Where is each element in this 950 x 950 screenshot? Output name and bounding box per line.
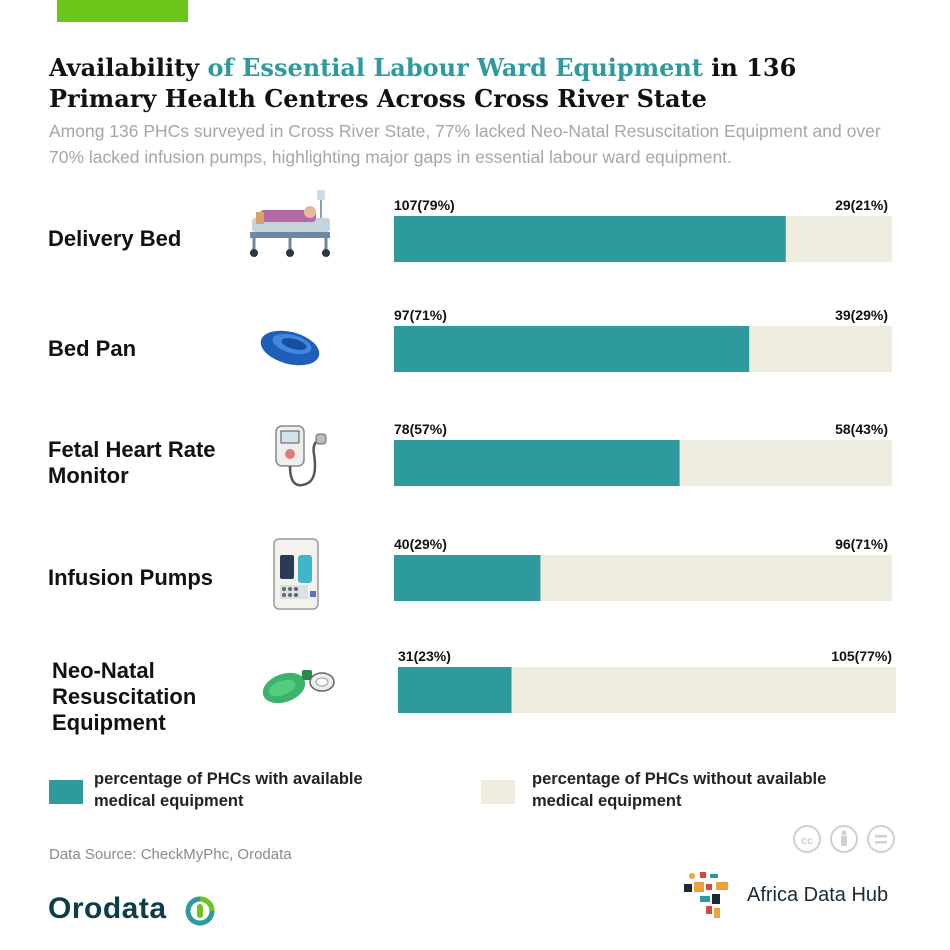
orodata-logo-text: Orodata: [48, 892, 167, 925]
subtitle: Among 136 PHCs surveyed in Cross River S…: [49, 121, 881, 167]
title-highlight: of Essential Labour Ward Equipment: [207, 53, 703, 82]
fetal-monitor-icon: [275, 425, 327, 487]
infusion-pump-icon: [273, 538, 319, 610]
title-part-2: in 136 Primary Health Centres Across Cro…: [49, 53, 797, 113]
bar-not-available-4: [511, 667, 896, 713]
bar-not-available-3: [540, 555, 892, 601]
attribution-icon: [830, 825, 858, 853]
page-title: Availability of Essential Labour Ward Eq…: [49, 52, 909, 114]
resuscitator-icon: [262, 670, 335, 704]
bar-available-2: [394, 440, 680, 486]
cc-icon: cc: [793, 825, 821, 853]
bed-pan-icon: [260, 330, 320, 366]
no-derivatives-icon: [867, 825, 895, 853]
data-label-available-1: 97(71%): [394, 307, 447, 323]
africa-data-hub-logo-icon: [684, 872, 728, 918]
row-label-bed-pan: Bed Pan: [48, 336, 137, 361]
africa-data-hub-logo: Africa Data Hub: [747, 884, 889, 906]
data-label-not-available-0: 29(21%): [835, 197, 888, 213]
data-label-available-4: 31(23%): [398, 648, 451, 664]
legend-swatch-available: [49, 780, 83, 804]
bar-not-available-2: [679, 440, 892, 486]
row-label-fetal-monitor: Fetal Heart Rate Monitor: [48, 437, 216, 488]
data-label-available-0: 107(79%): [394, 197, 455, 213]
bar-available-3: [394, 555, 541, 601]
data-label-not-available-4: 105(77%): [831, 648, 892, 664]
legend-label-not-available: percentage of PHCs without available med…: [532, 770, 827, 810]
row-label-resuscitation: Neo-Natal Resuscitation Equipment: [52, 658, 197, 735]
bar-not-available-1: [749, 326, 892, 372]
accent-bar: [57, 0, 188, 22]
data-label-not-available-3: 96(71%): [835, 536, 888, 552]
data-label-not-available-1: 39(29%): [835, 307, 888, 323]
legend-swatch-not-available: [481, 780, 515, 804]
data-label-available-2: 78(57%): [394, 421, 447, 437]
bar-available-0: [394, 216, 786, 262]
title-part-1: Availability: [49, 53, 208, 82]
row-label-delivery-bed: Delivery Bed: [48, 226, 182, 251]
bar-not-available-0: [785, 216, 892, 262]
orodata-logo-icon: [185, 896, 215, 926]
row-label-infusion-pumps: Infusion Pumps: [48, 565, 213, 590]
delivery-bed-icon: [250, 190, 330, 257]
bar-available-4: [398, 667, 512, 713]
legend-label-available: percentage of PHCs with available medica…: [94, 770, 363, 810]
bar-available-1: [394, 326, 750, 372]
license-icons: cc: [793, 825, 895, 853]
data-label-not-available-2: 58(43%): [835, 421, 888, 437]
data-label-available-3: 40(29%): [394, 536, 447, 552]
orodata-logo: Orodata: [48, 892, 167, 926]
data-source: Data Source: CheckMyPhc, Orodata: [49, 846, 292, 863]
svg-text:cc: cc: [801, 835, 813, 847]
